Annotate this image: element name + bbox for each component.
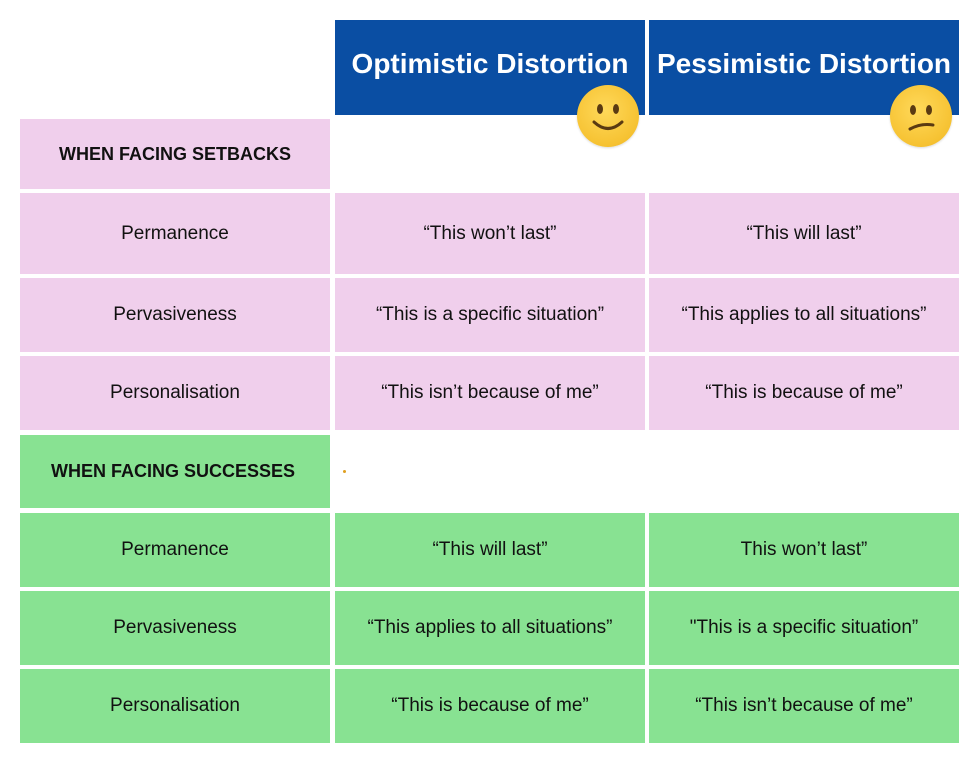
setbacks-pessimistic-cell: “This applies to all situations” <box>649 278 959 352</box>
cell-text: “This will last” <box>432 539 548 560</box>
successes-pessimistic-cell: This won’t last” <box>649 513 959 587</box>
cell-text: “This applies to all situations” <box>681 304 927 325</box>
setbacks-section-heading: WHEN FACING SETBACKS <box>20 119 330 189</box>
cell-text: “This won’t last” <box>423 222 557 244</box>
setbacks-pessimistic-cell: “This is because of me” <box>649 356 959 430</box>
setbacks-row-label: Pervasiveness <box>20 278 330 352</box>
cell-text: “This isn’t because of me” <box>695 695 913 716</box>
cell-text: “This will last” <box>746 222 862 244</box>
setbacks-optimistic-cell: “This isn’t because of me” <box>335 356 645 430</box>
cell-text: “This is a specific situation” <box>375 304 605 325</box>
successes-heading-text: WHEN FACING SUCCESSES <box>51 461 296 481</box>
successes-row-label: Permanence <box>20 513 330 587</box>
setbacks-optimistic-cell: “This is a specific situation” <box>335 278 645 352</box>
setbacks-row-label: Personalisation <box>20 356 330 430</box>
setbacks-row-label: Permanence <box>20 193 330 274</box>
successes-section-heading: WHEN FACING SUCCESSES <box>20 435 330 508</box>
cell-text: "This is a specific situation” <box>689 617 919 638</box>
smiling-face-icon <box>577 85 639 147</box>
row-label-text: Personalisation <box>110 695 240 716</box>
cell-text: “This is because of me” <box>705 382 903 403</box>
successes-optimistic-cell: “This applies to all situations” <box>335 591 645 665</box>
stray-dot <box>343 470 346 473</box>
setbacks-optimistic-cell: “This won’t last” <box>335 193 645 274</box>
row-label-text: Pervasiveness <box>113 304 237 325</box>
successes-row-label: Pervasiveness <box>20 591 330 665</box>
cell-text: “This applies to all situations” <box>367 617 613 638</box>
optimistic-column-header: Optimistic Distortion <box>335 20 645 115</box>
cell-text: “This is because of me” <box>391 695 589 716</box>
setbacks-heading-text: WHEN FACING SETBACKS <box>58 143 291 164</box>
setbacks-pessimistic-cell: “This will last” <box>649 193 959 274</box>
row-label-text: Permanence <box>121 222 229 244</box>
successes-row-label: Personalisation <box>20 669 330 743</box>
row-label-text: Personalisation <box>110 382 240 403</box>
row-label-text: Pervasiveness <box>113 617 237 638</box>
successes-pessimistic-cell: “This isn’t because of me” <box>649 669 959 743</box>
optimistic-column-title: Optimistic Distortion <box>351 48 629 79</box>
successes-optimistic-cell: “This is because of me” <box>335 669 645 743</box>
successes-optimistic-cell: “This will last” <box>335 513 645 587</box>
successes-pessimistic-cell: "This is a specific situation” <box>649 591 959 665</box>
cell-text: This won’t last” <box>740 539 868 560</box>
confused-face-icon <box>890 85 952 147</box>
row-label-text: Permanence <box>121 539 229 560</box>
pessimistic-column-title: Pessimistic Distortion <box>656 48 952 79</box>
cell-text: “This isn’t because of me” <box>381 382 599 403</box>
